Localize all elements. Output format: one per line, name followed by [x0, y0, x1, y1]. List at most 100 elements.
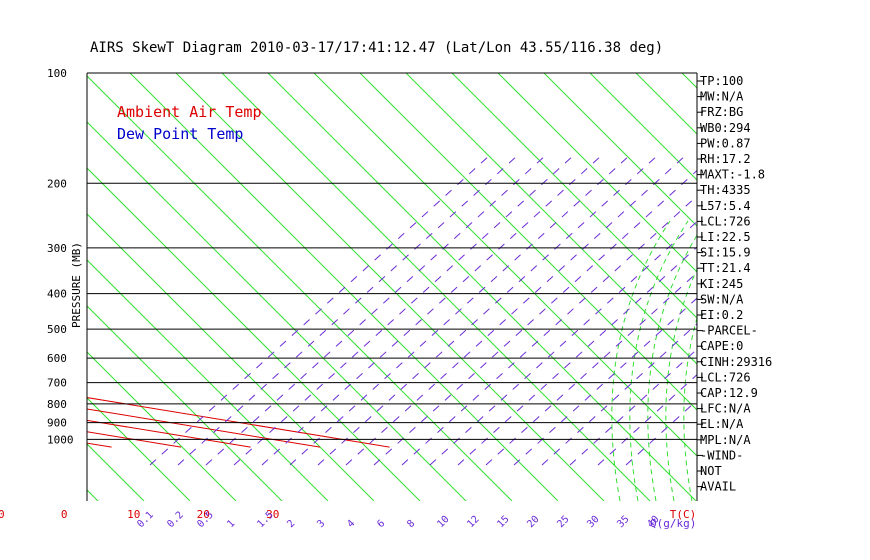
mixing-ratio-tick: 8	[405, 518, 417, 530]
legend-ambient-temp: Ambient Air Temp	[117, 103, 262, 121]
pressure-tick-label: 900	[47, 417, 67, 430]
mixing-ratio-tick: 1	[225, 518, 237, 530]
dry-adiabat-line	[497, 73, 697, 273]
pressure-tick-label: 200	[47, 177, 67, 190]
dry-adiabat-line	[129, 73, 559, 501]
dry-adiabat-line	[636, 0, 870, 501]
mixing-ratio-tick: 0.2	[165, 510, 186, 531]
mixing-ratio-tick: 30	[585, 514, 601, 530]
moist-adiabat-line	[629, 220, 689, 501]
mixing-ratio-line	[373, 169, 697, 466]
dry-adiabat-line	[405, 73, 697, 365]
temp-tick-bottom: 20	[197, 508, 210, 521]
pressure-tick-label: 100	[47, 67, 67, 80]
pressure-tick-label: 300	[47, 242, 67, 255]
stability-index-item: KI:245	[700, 277, 743, 291]
x-axis-title: T(C)	[670, 508, 697, 521]
stability-index-item: LCL:726	[700, 370, 751, 384]
mixing-ratio-tick: 15	[495, 514, 511, 530]
temp-tick-bottom: 0	[61, 508, 68, 521]
pressure-tick-label: 500	[47, 323, 67, 336]
stability-index-item: TH:4335	[700, 183, 751, 197]
dry-adiabat-line	[359, 73, 697, 411]
stability-index-item: RH:17.2	[700, 152, 751, 166]
stability-index-item: CAPE:0	[700, 339, 743, 353]
moist-adiabat-line	[611, 220, 671, 501]
stability-index-item: EL:N/A	[700, 417, 744, 431]
stability-index-item: CINH:29316	[700, 355, 772, 369]
mixing-ratio-line	[345, 154, 687, 466]
mixing-ratio-line	[149, 154, 491, 466]
stability-index-item: L57:5.4	[700, 199, 751, 213]
moist-adiabat-line	[647, 234, 697, 501]
mixing-ratio-tick: 20	[525, 514, 541, 530]
axis-labels: 1002003004005006007008009001000PRESSURE …	[0, 67, 697, 531]
mixing-ratio-tick: 4	[345, 518, 357, 530]
chart-title: AIRS SkewT Diagram 2010-03-17/17:41:12.4…	[90, 40, 663, 56]
stability-index-item: PW:0.87	[700, 136, 751, 150]
stability-index-item: -WIND-	[700, 448, 743, 462]
stability-index-item: FRZ:BG	[700, 105, 743, 119]
mixing-ratio-tick: 35	[615, 514, 631, 530]
mixing-ratio-line	[429, 220, 697, 466]
mixing-ratio-line	[177, 154, 519, 466]
stability-index-item: SW:N/A	[700, 292, 744, 306]
stability-index-item: WB0:294	[700, 121, 751, 135]
dry-adiabat-line	[267, 73, 697, 501]
mixing-ratio-line	[513, 297, 697, 466]
dry-adiabat-line	[87, 305, 283, 501]
dry-adiabat-line	[0, 0, 52, 501]
dry-adiabat-line	[87, 167, 421, 501]
dry-adiabat-line	[87, 213, 375, 501]
stability-index-item: SI:15.9	[700, 246, 751, 260]
stability-index-item: MAXT:-1.8	[700, 168, 765, 182]
stability-index-item: EI:0.2	[700, 308, 743, 322]
dry-adiabat-line	[543, 73, 697, 227]
temp-tick-bottom: -10	[0, 508, 5, 521]
stability-index-item: NOT	[700, 464, 722, 478]
dry-adiabat-line	[87, 121, 467, 501]
dry-adiabat-line	[87, 75, 513, 501]
pressure-tick-label: 700	[47, 377, 67, 390]
mixing-ratio-lines	[149, 154, 697, 466]
pressure-tick-label: 400	[47, 288, 67, 301]
stability-index-item: TT:21.4	[700, 261, 751, 275]
mixing-ratio-tick: 25	[555, 514, 571, 530]
mixing-ratio-line	[205, 154, 547, 466]
dry-adiabat-line	[175, 73, 605, 501]
dry-adiabat-line	[0, 0, 6, 501]
mixing-ratio-tick: 10	[435, 514, 451, 530]
dry-adiabat-line	[87, 351, 237, 501]
mixing-ratio-tick: 2	[285, 518, 297, 530]
stability-index-item: -PARCEL-	[700, 324, 758, 338]
dry-adiabat-line	[451, 73, 697, 319]
dry-adiabat-line	[87, 259, 329, 501]
stability-index-item: CAP:12.9	[700, 386, 758, 400]
isotherm-line	[87, 442, 112, 448]
stability-index-item: LI:22.5	[700, 230, 751, 244]
mixing-ratio-line	[261, 154, 603, 466]
legend: Ambient Air Temp Dew Point Temp	[117, 103, 262, 143]
temp-tick-bottom: 10	[127, 508, 140, 521]
dry-adiabat-line	[87, 397, 191, 501]
stability-index-item: MPL:N/A	[700, 433, 751, 447]
isobars	[86, 72, 698, 501]
pressure-tick-label: 800	[47, 398, 67, 411]
moist-adiabats	[611, 220, 697, 501]
stability-index-item: LFC:N/A	[700, 402, 751, 416]
pressure-tick-label: 600	[47, 352, 67, 365]
mixing-ratio-line	[289, 154, 631, 466]
stability-index-item: AVAIL	[700, 480, 736, 494]
stability-index-item: MW:N/A	[700, 90, 744, 104]
mixing-ratio-line	[233, 154, 575, 466]
dry-adiabat-line	[221, 73, 651, 501]
mixing-ratio-line	[457, 246, 697, 466]
mixing-ratio-line	[317, 154, 659, 466]
mixing-ratio-tick: 6	[375, 518, 387, 530]
stability-index-item: LCL:726	[700, 214, 751, 228]
y-axis-title: PRESSURE (MB)	[70, 242, 83, 328]
dry-adiabats	[0, 0, 870, 501]
stability-index-item: TP:100	[700, 74, 743, 88]
